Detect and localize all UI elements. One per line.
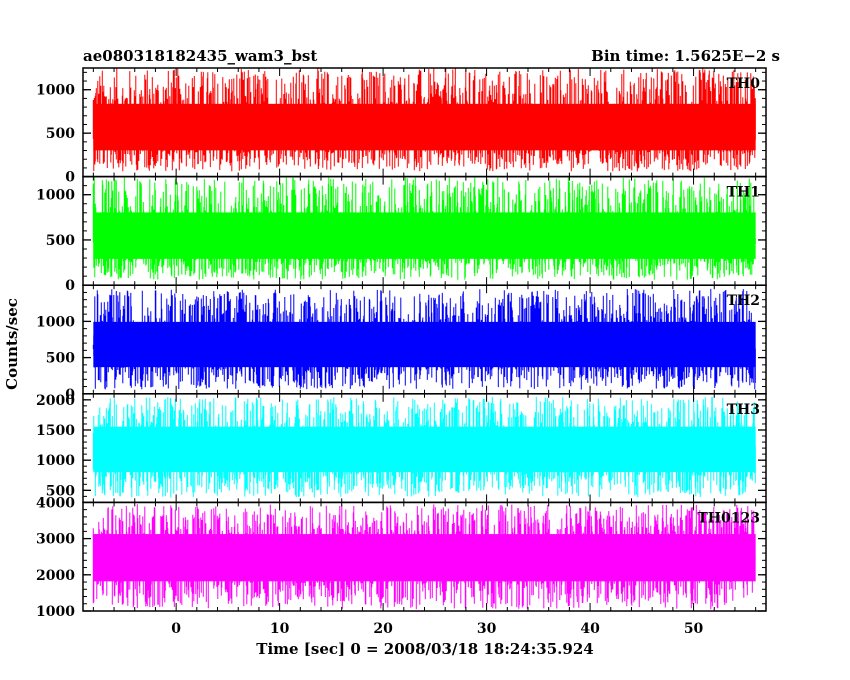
x-axis-label: Time [sec] 0 = 2008/03/18 18:24:35.924 (256, 640, 593, 658)
x-tick-label: 50 (684, 621, 704, 637)
panel-label-th3: TH3 (727, 402, 760, 418)
series-line-th0123 (92, 504, 756, 610)
panel-th3: 500 1000 1500 2000 TH3 (36, 393, 767, 504)
y-tick-label: 1000 (36, 188, 75, 204)
panel-label-th0123: TH0123 (697, 510, 760, 526)
y-tick-label: 0 (65, 278, 75, 294)
chart-title-left: ae080318182435_wam3_bst (83, 47, 317, 65)
y-tick-label: 0 (65, 387, 75, 403)
x-tick-label: 10 (270, 621, 290, 637)
y-tick-label: 500 (46, 126, 75, 142)
panel-label-th0: TH0 (727, 76, 761, 92)
series-line-th1 (92, 176, 756, 280)
y-axis-label: Counts/sec (3, 298, 21, 390)
panel-th0: 0 500 1000 TH0 (36, 67, 767, 186)
y-tick-label: 2000 (36, 568, 75, 584)
chart-title-right: Bin time: 1.5625E−2 s (591, 47, 780, 65)
series-line-th3 (92, 396, 756, 498)
panel-th0123: 1000 2000 3000 4000 TH0123 (36, 495, 767, 620)
panel-th1: 0 500 1000 TH1 (36, 175, 767, 294)
x-tick-label: 0 (171, 621, 181, 637)
y-tick-label: 0 (65, 170, 75, 186)
y-tick-label: 1000 (36, 83, 75, 99)
y-tick-label: 1000 (36, 453, 75, 469)
y-tick-label: 1000 (36, 604, 75, 620)
y-tick-label: 500 (46, 351, 75, 367)
y-tick-label: 2000 (36, 393, 75, 409)
series-line-th2 (92, 288, 756, 390)
y-tick-label: 500 (46, 483, 75, 499)
x-tick-label: 20 (373, 621, 393, 637)
panel-th2: 0 500 1000 TH2 (36, 284, 767, 403)
panel-label-th1: TH1 (727, 185, 760, 201)
y-tick-label: 1000 (36, 314, 75, 330)
x-axis-ticks: 0 10 20 30 40 50 (171, 621, 703, 637)
y-tick-label: 500 (46, 233, 75, 249)
x-tick-label: 30 (477, 621, 497, 637)
panel-label-th2: TH2 (727, 293, 760, 309)
x-tick-label: 40 (580, 621, 600, 637)
series-line-th0 (92, 68, 756, 172)
y-tick-label: 3000 (36, 532, 75, 548)
y-tick-label: 4000 (36, 495, 75, 511)
y-tick-label: 1500 (36, 423, 75, 439)
